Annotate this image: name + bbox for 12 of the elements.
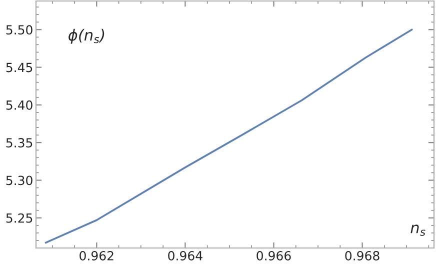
- x-tick-label: 0.968: [345, 251, 380, 260]
- y-tick-label: 5.50: [6, 25, 32, 35]
- x-axis-title: n$_{s}$: [410, 224, 426, 236]
- x-tick-label: 0.962: [80, 251, 114, 260]
- y-tick-label: 5.30: [6, 176, 32, 186]
- y-tick-label: 5.25: [6, 213, 32, 223]
- y-tick-label: 5.35: [6, 138, 32, 148]
- y-tick-label: 5.45: [6, 62, 32, 72]
- y-axis-title: ϕ(n$_{s}$): [68, 28, 104, 44]
- y-tick-label: 5.40: [6, 100, 32, 110]
- x-tick-label: 0.966: [256, 251, 291, 260]
- x-tick-label: 0.964: [168, 251, 202, 260]
